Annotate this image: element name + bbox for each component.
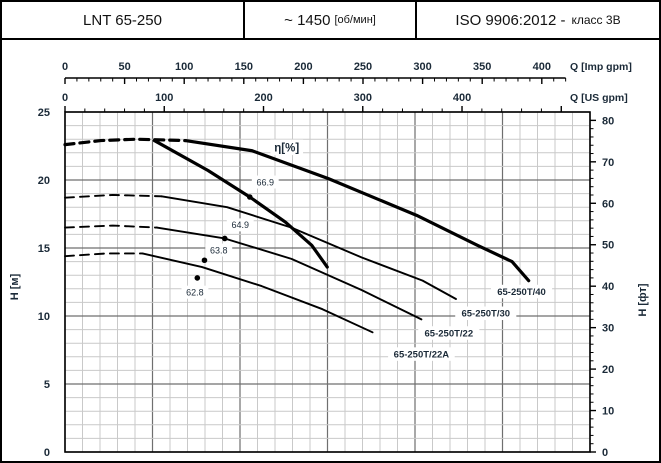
axis-q-us-gpm: 0 100 200 300 400 Q [US gpm]	[62, 92, 628, 112]
h-ft-tick-label: 50	[602, 240, 614, 252]
imp-tick-label: 350	[473, 61, 491, 73]
pump-curves	[63, 137, 531, 334]
h-ft-tick-label: 60	[602, 198, 614, 210]
us-tick-label: 0	[62, 92, 68, 104]
h-ft-tick-label: 40	[602, 281, 614, 293]
h-m-axis-title: H [м]	[9, 273, 21, 300]
plot-border	[64, 111, 591, 453]
us-axis-title: Q [US gpm]	[570, 92, 628, 104]
curve-65-250T-30	[64, 194, 457, 300]
axis-q-imp-gpm: 0 50 100 150 200 250 300 350 400 Q [Imp gpm]	[62, 61, 632, 84]
pump-speed-cell: ~ 1450 [об/мин]	[245, 2, 417, 38]
h-m-tick-label: 10	[38, 311, 50, 323]
imp-tick-label: 50	[118, 61, 130, 73]
bep-marker	[246, 194, 253, 200]
imp-tick-label: 200	[294, 61, 312, 73]
axis-h-ft: 0 10 20 30 40 50 60 70 80 H [фт]	[590, 115, 649, 459]
h-m-tick-label: 15	[38, 243, 50, 255]
imp-tick-label: 100	[175, 61, 193, 73]
pump-speed: ~ 1450	[284, 11, 331, 29]
pump-speed-unit: [об/мин]	[334, 14, 376, 26]
h-ft-tick-label: 30	[602, 323, 614, 335]
h-ft-tick-label: 20	[602, 364, 614, 376]
standard-class: класс 3В	[571, 13, 621, 27]
imp-tick-label: 400	[533, 61, 551, 73]
curve-65-250T-40	[63, 137, 531, 283]
efficiency-points: 66.9 64.9 63.8 62.8	[181, 175, 279, 299]
us-tick-label: 200	[254, 92, 272, 104]
us-tick-label: 400	[453, 92, 471, 104]
h-ft-axis-title: H [фт]	[637, 283, 649, 317]
standard-cell: ISO 9906:2012 - класс 3В	[417, 2, 659, 38]
imp-axis-title: Q [Imp gpm]	[570, 61, 632, 73]
h-m-tick-label: 5	[44, 379, 50, 391]
us-tick-label: 300	[354, 92, 372, 104]
efficiency-curve: η[%]	[152, 138, 329, 269]
bep-marker	[194, 275, 201, 281]
h-ft-tick-label: 70	[602, 157, 614, 169]
axis-h-m: 0 5 10 15 20 25 H [м]	[9, 107, 50, 459]
pump-model-cell: LNT 65-250	[2, 2, 245, 38]
h-ft-tick-label: 80	[602, 115, 614, 127]
imp-tick-label: 0	[62, 61, 68, 73]
efficiency-value: 64.9	[231, 220, 249, 230]
h-ft-tick-label: 0	[602, 447, 608, 459]
imp-tick-label: 300	[413, 61, 431, 73]
curve-name-65-250T-40: 65-250T/40	[497, 287, 546, 298]
standard-name: ISO 9906:2012 -	[455, 11, 566, 29]
curve-65-250T-22	[64, 224, 423, 321]
bep-marker	[201, 257, 208, 264]
efficiency-value: 63.8	[210, 245, 228, 255]
grid	[64, 111, 591, 453]
imp-tick-label: 150	[235, 61, 253, 73]
curve-name-65-250T-22A: 65-250T/22A	[394, 350, 450, 361]
h-ft-tick-label: 10	[602, 406, 614, 418]
efficiency-value: 62.8	[186, 287, 204, 297]
title-bar: LNT 65-250 ~ 1450 [об/мин] ISO 9906:2012…	[2, 2, 659, 40]
h-m-tick-label: 0	[44, 447, 50, 459]
curve-name-65-250T-30: 65-250T/30	[461, 309, 510, 320]
eta-label: η[%]	[274, 143, 299, 155]
efficiency-value: 66.9	[256, 177, 274, 187]
bep-marker	[221, 235, 228, 242]
curve-name-65-250T-22: 65-250T/22	[425, 328, 474, 339]
pump-model: LNT 65-250	[83, 11, 162, 29]
curve-65-250T-22A	[64, 252, 374, 334]
imp-tick-label: 250	[354, 61, 372, 73]
us-tick-label: 100	[155, 92, 173, 104]
curve-labels: 65-250T/40 65-250T/30 65-250T/22 65-250T/22…	[388, 284, 553, 361]
h-m-tick-label: 25	[38, 107, 50, 119]
h-m-tick-label: 20	[38, 175, 50, 187]
